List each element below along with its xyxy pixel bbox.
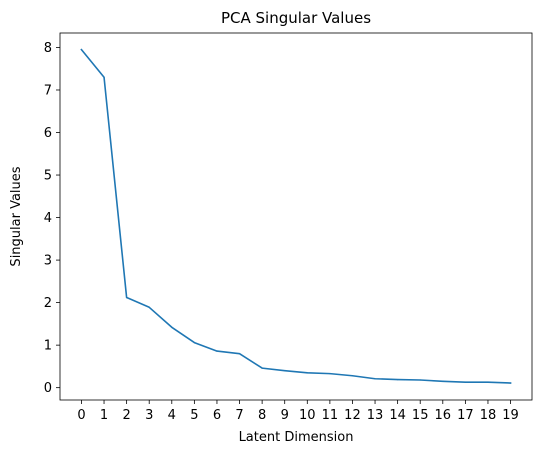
plot-frame [59, 32, 533, 401]
data-point [171, 326, 173, 328]
x-tick-label: 2 [122, 408, 130, 423]
y-tick-label: 0 [44, 381, 52, 396]
data-point [509, 382, 512, 384]
y-axis-ticks: 0 1 2 3 4 5 6 7 8 [44, 41, 60, 396]
data-point [442, 380, 444, 382]
x-tick-label: 6 [213, 408, 221, 423]
x-tick-label: 13 [367, 408, 384, 423]
data-point [351, 375, 354, 377]
chart-title: PCA Singular Values [221, 9, 371, 27]
x-tick-label: 14 [389, 408, 406, 423]
y-tick-label: 1 [44, 339, 52, 354]
data-point [329, 373, 331, 375]
data-point [306, 372, 308, 374]
x-tick-label: 17 [457, 408, 474, 423]
data-point [148, 306, 150, 308]
y-tick-label: 3 [44, 254, 52, 269]
x-tick-label: 7 [235, 408, 243, 423]
data-point [193, 341, 195, 344]
y-axis-label: Singular Values [9, 166, 24, 266]
y-tick-label: 6 [44, 126, 52, 141]
series-layer [80, 48, 512, 384]
x-tick-label: 0 [77, 408, 85, 423]
x-axis-label: Latent Dimension [239, 430, 354, 445]
x-tick-label: 3 [145, 408, 153, 423]
x-tick-label: 19 [502, 408, 519, 423]
data-point [103, 76, 105, 78]
data-point [216, 350, 218, 352]
x-tick-label: 16 [435, 408, 452, 423]
data-point [80, 48, 83, 51]
x-tick-label: 15 [412, 408, 429, 423]
x-axis-ticks: 0 1 2 3 4 5 6 7 8 9 10 11 12 13 14 15 16 17 18 19 [77, 400, 519, 423]
x-tick-label: 11 [322, 408, 339, 423]
data-point [126, 296, 128, 299]
y-tick-label: 4 [44, 211, 52, 226]
y-tick-label: 8 [44, 41, 52, 56]
x-tick-label: 9 [281, 408, 289, 423]
x-tick-label: 18 [480, 408, 497, 423]
data-point [487, 381, 489, 383]
data-point [238, 353, 241, 355]
data-point [261, 367, 263, 369]
x-tick-label: 1 [100, 408, 108, 423]
data-point [464, 381, 466, 383]
data-point [374, 378, 376, 380]
data-point [284, 370, 286, 372]
data-point [397, 378, 399, 381]
x-tick-label: 8 [258, 408, 266, 423]
x-tick-label: 12 [344, 408, 361, 423]
y-tick-label: 5 [44, 169, 52, 184]
x-tick-label: 5 [190, 408, 198, 423]
series-line [80, 48, 512, 384]
x-tick-label: 10 [299, 408, 316, 423]
y-tick-label: 7 [44, 83, 52, 98]
x-tick-label: 4 [168, 408, 176, 423]
y-tick-label: 2 [44, 296, 52, 311]
data-point [419, 379, 421, 381]
